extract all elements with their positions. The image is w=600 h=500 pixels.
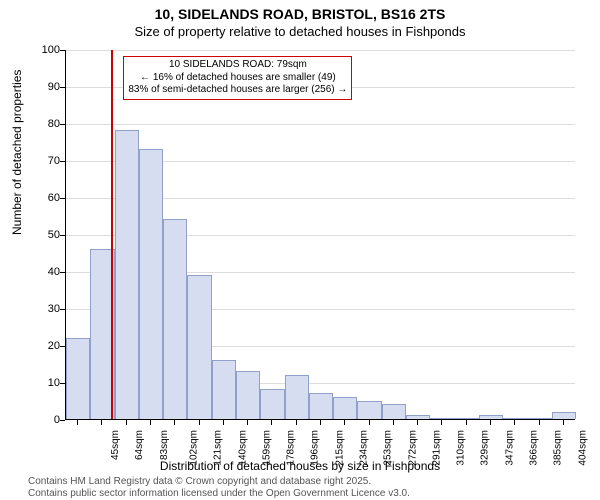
histogram-bar bbox=[552, 412, 576, 419]
x-tick-mark bbox=[393, 420, 394, 425]
x-tick-mark bbox=[539, 420, 540, 425]
histogram-bar bbox=[236, 371, 260, 419]
y-tick-mark bbox=[60, 198, 65, 199]
histogram-bar bbox=[139, 149, 163, 419]
y-tick-label: 20 bbox=[30, 340, 60, 352]
gridline-h bbox=[66, 124, 575, 125]
chart-title-sub: Size of property relative to detached ho… bbox=[0, 24, 600, 39]
y-tick-label: 50 bbox=[30, 229, 60, 241]
y-tick-mark bbox=[60, 87, 65, 88]
y-tick-mark bbox=[60, 272, 65, 273]
y-tick-mark bbox=[60, 124, 65, 125]
y-tick-mark bbox=[60, 50, 65, 51]
histogram-bar bbox=[479, 415, 503, 419]
y-tick-label: 70 bbox=[30, 155, 60, 167]
histogram-bar bbox=[382, 404, 406, 419]
y-tick-label: 30 bbox=[30, 303, 60, 315]
marker-annotation: 10 SIDELANDS ROAD: 79sqm ← 16% of detach… bbox=[123, 56, 352, 100]
y-tick-label: 100 bbox=[30, 44, 60, 56]
x-tick-mark bbox=[150, 420, 151, 425]
histogram-bar bbox=[66, 338, 90, 419]
y-tick-mark bbox=[60, 235, 65, 236]
x-tick-mark bbox=[320, 420, 321, 425]
histogram-bar bbox=[527, 418, 551, 419]
y-axis-label: Number of detached properties bbox=[10, 70, 24, 235]
histogram-bar bbox=[406, 415, 430, 419]
histogram-bar bbox=[309, 393, 333, 419]
x-tick-mark bbox=[344, 420, 345, 425]
annotation-title: 10 SIDELANDS ROAD: 79sqm bbox=[169, 59, 307, 70]
histogram-bar bbox=[260, 389, 284, 419]
x-tick-mark bbox=[563, 420, 564, 425]
x-tick-mark bbox=[271, 420, 272, 425]
x-tick-mark bbox=[466, 420, 467, 425]
y-tick-mark bbox=[60, 346, 65, 347]
annotation-line1: ← 16% of detached houses are smaller (49… bbox=[140, 72, 336, 83]
annotation-line2: 83% of semi-detached houses are larger (… bbox=[128, 84, 347, 95]
x-axis-label: Distribution of detached houses by size … bbox=[0, 459, 600, 473]
x-tick-mark bbox=[490, 420, 491, 425]
marker-line bbox=[111, 50, 113, 419]
y-tick-mark bbox=[60, 161, 65, 162]
chart-title-main: 10, SIDELANDS ROAD, BRISTOL, BS16 2TS bbox=[0, 6, 600, 22]
plot-area: 10 SIDELANDS ROAD: 79sqm ← 16% of detach… bbox=[65, 50, 575, 420]
histogram-bar bbox=[357, 401, 381, 420]
y-tick-mark bbox=[60, 309, 65, 310]
y-tick-label: 0 bbox=[30, 414, 60, 426]
gridline-h bbox=[66, 50, 575, 51]
histogram-bar bbox=[455, 418, 479, 419]
x-tick-label: 45sqm bbox=[110, 430, 121, 460]
chart-container: 10, SIDELANDS ROAD, BRISTOL, BS16 2TS Si… bbox=[0, 0, 600, 500]
footer-line1: Contains HM Land Registry data © Crown c… bbox=[28, 476, 371, 487]
y-tick-label: 80 bbox=[30, 118, 60, 130]
x-tick-mark bbox=[247, 420, 248, 425]
histogram-bar bbox=[212, 360, 236, 419]
x-tick-mark bbox=[199, 420, 200, 425]
x-tick-label: 83sqm bbox=[159, 430, 170, 460]
x-tick-mark bbox=[417, 420, 418, 425]
histogram-bar bbox=[163, 219, 187, 419]
histogram-bar bbox=[115, 130, 139, 419]
y-tick-label: 60 bbox=[30, 192, 60, 204]
x-tick-mark bbox=[223, 420, 224, 425]
x-tick-mark bbox=[369, 420, 370, 425]
x-tick-mark bbox=[126, 420, 127, 425]
footer-line2: Contains public sector information licen… bbox=[28, 488, 410, 499]
histogram-bar bbox=[503, 418, 527, 419]
y-tick-mark bbox=[60, 383, 65, 384]
x-tick-mark bbox=[77, 420, 78, 425]
histogram-bar bbox=[187, 275, 211, 419]
x-tick-mark bbox=[441, 420, 442, 425]
x-tick-mark bbox=[101, 420, 102, 425]
y-tick-label: 40 bbox=[30, 266, 60, 278]
x-tick-mark bbox=[296, 420, 297, 425]
histogram-bar bbox=[333, 397, 357, 419]
histogram-bar bbox=[430, 418, 454, 419]
x-tick-label: 64sqm bbox=[134, 430, 145, 460]
x-tick-mark bbox=[174, 420, 175, 425]
histogram-bar bbox=[285, 375, 309, 419]
y-tick-mark bbox=[60, 420, 65, 421]
y-tick-label: 10 bbox=[30, 377, 60, 389]
y-tick-label: 90 bbox=[30, 81, 60, 93]
x-tick-mark bbox=[514, 420, 515, 425]
